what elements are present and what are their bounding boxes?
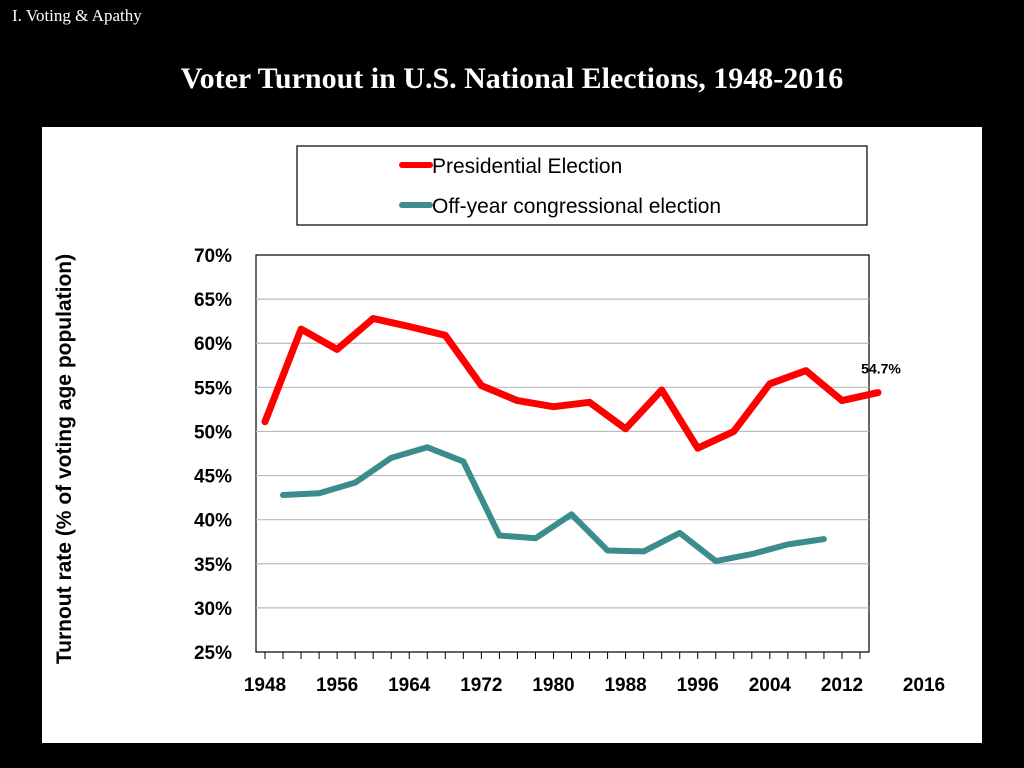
series-line-presidential [261,315,882,452]
x-tick-label: 1956 [316,675,358,696]
data-point [624,427,627,430]
data-point [426,446,429,449]
plot-area-frame [255,254,870,653]
data-point [354,481,357,484]
data-point [660,388,663,391]
x-tick-label: 1972 [460,675,502,696]
x-tick-label: 1980 [532,675,574,696]
data-point [462,460,465,463]
data-point [696,447,699,450]
y-tick-label: 55% [194,378,232,399]
legend: Presidential Election Off-year congressi… [296,145,868,226]
data-point [318,492,321,495]
y-axis-ticks: 25% 30% 35% 40% 45% 50% 55% 60% 65% 70% [194,246,232,664]
annotation-label: 54.7% [861,361,901,377]
y-tick-label: 45% [194,467,232,488]
data-point [534,537,537,540]
y-tick-label: 70% [194,246,232,267]
slide-title: Voter Turnout in U.S. National Elections… [180,62,844,95]
data-point [480,384,483,387]
chart-panel: Presidential Election Off-year congressi… [42,127,982,743]
data-point [642,550,645,553]
data-point [822,538,825,541]
gridlines [256,298,869,609]
y-tick-label: 65% [194,290,232,311]
series-line-offyear [280,444,827,565]
y-axis-label: Turnout rate (% of voting age population… [53,254,76,664]
data-point [516,399,519,402]
data-point [678,531,681,534]
legend-label-presidential: Presidential Election [432,155,622,178]
data-point [786,543,789,546]
data-point [588,401,591,404]
legend-label-offyear: Off-year congressional election [432,195,721,218]
data-point [552,405,555,408]
annotations: 54.7% [861,361,901,377]
turnout-line-chart: Presidential Election Off-year congressi… [53,145,945,696]
data-point [336,348,339,351]
data-point [264,420,266,423]
data-point [282,493,285,496]
data-point [768,382,771,385]
data-point [732,430,735,433]
data-point [804,369,807,372]
y-tick-label: 30% [194,599,232,620]
section-label: I. Voting & Apathy [12,6,142,25]
data-point [606,549,609,552]
data-point [390,456,393,459]
y-tick-label: 40% [194,511,232,532]
data-point [570,513,573,516]
y-tick-label: 25% [194,643,232,664]
y-tick-label: 60% [194,334,232,355]
data-point [750,553,753,556]
data-point [498,534,501,537]
x-tick-label: 1996 [677,675,719,696]
x-tick-label: 2012 [821,675,863,696]
data-point [714,560,717,563]
x-tick-label-2016: 2016 [903,675,945,696]
x-axis-ticks: 1948 1956 1964 1972 1980 1988 1996 2004 2012 [244,652,863,696]
y-tick-label: 50% [194,422,232,443]
data-point [372,317,375,320]
data-point [877,391,880,394]
data-point [444,334,447,337]
x-tick-label: 1948 [244,675,286,696]
legend-box [296,145,868,226]
data-point [840,399,843,402]
data-point [300,328,303,331]
data-point [408,325,411,328]
x-tick-label: 1964 [388,675,431,696]
x-tick-label: 1988 [604,675,646,696]
y-tick-label: 35% [194,555,232,576]
x-tick-label: 2004 [749,675,792,696]
series-lines [261,315,882,565]
